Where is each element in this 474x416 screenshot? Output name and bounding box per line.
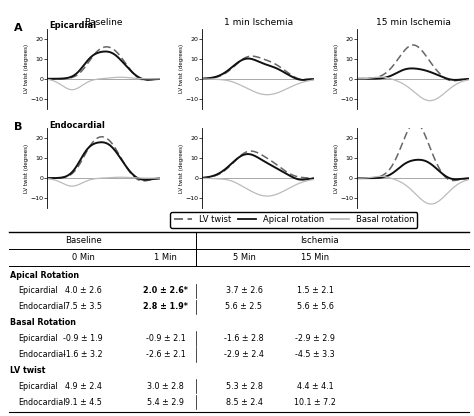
Text: LV twist: LV twist — [10, 366, 46, 375]
Text: 5 Min: 5 Min — [233, 253, 255, 262]
Text: 5.6 ± 2.5: 5.6 ± 2.5 — [226, 302, 263, 311]
Text: 4.4 ± 4.1: 4.4 ± 4.1 — [297, 382, 334, 391]
Text: 5.3 ± 2.8: 5.3 ± 2.8 — [226, 382, 263, 391]
Text: Baseline: Baseline — [64, 236, 101, 245]
Text: -4.5 ± 3.3: -4.5 ± 3.3 — [295, 350, 335, 359]
Text: Epicardial: Epicardial — [18, 334, 57, 343]
Text: 2.8 ± 1.9*: 2.8 ± 1.9* — [143, 302, 188, 311]
Text: Apical Rotation: Apical Rotation — [10, 270, 80, 280]
Text: 15 Min: 15 Min — [301, 253, 329, 262]
Y-axis label: LV twist (degrees): LV twist (degrees) — [334, 45, 338, 94]
Text: -2.9 ± 2.4: -2.9 ± 2.4 — [224, 350, 264, 359]
Text: -1.6 ± 3.2: -1.6 ± 3.2 — [63, 350, 103, 359]
Text: -2.9 ± 2.9: -2.9 ± 2.9 — [295, 334, 335, 343]
Text: 0 Min: 0 Min — [72, 253, 94, 262]
Legend: LV twist, Apical rotation, Basal rotation: LV twist, Apical rotation, Basal rotatio… — [170, 212, 418, 228]
Text: Endocardial: Endocardial — [18, 350, 65, 359]
Text: 5.6 ± 5.6: 5.6 ± 5.6 — [297, 302, 334, 311]
Text: -0.9 ± 1.9: -0.9 ± 1.9 — [63, 334, 103, 343]
Text: 4.9 ± 2.4: 4.9 ± 2.4 — [64, 382, 101, 391]
Text: 7.5 ± 3.5: 7.5 ± 3.5 — [64, 302, 101, 311]
Y-axis label: LV twist (degrees): LV twist (degrees) — [179, 144, 184, 193]
Text: Endocardial: Endocardial — [18, 398, 65, 406]
Title: 15 min Ischemia: 15 min Ischemia — [376, 18, 451, 27]
Y-axis label: LV twist (degrees): LV twist (degrees) — [24, 144, 29, 193]
Title: Baseline: Baseline — [84, 18, 123, 27]
Text: 3.0 ± 2.8: 3.0 ± 2.8 — [147, 382, 184, 391]
Text: B: B — [14, 122, 22, 132]
Text: Basal Rotation: Basal Rotation — [10, 318, 76, 327]
Text: Epicardial: Epicardial — [18, 287, 57, 295]
Text: 1 Min: 1 Min — [155, 253, 177, 262]
Text: 5.4 ± 2.9: 5.4 ± 2.9 — [147, 398, 184, 406]
Text: 2.0 ± 2.6*: 2.0 ± 2.6* — [143, 287, 188, 295]
Y-axis label: LV twist (degrees): LV twist (degrees) — [334, 144, 338, 193]
Text: 10.1 ± 7.2: 10.1 ± 7.2 — [294, 398, 336, 406]
Text: A: A — [14, 23, 22, 33]
Text: -2.6 ± 2.1: -2.6 ± 2.1 — [146, 350, 186, 359]
Text: Epicardial: Epicardial — [50, 21, 97, 30]
Y-axis label: LV twist (degrees): LV twist (degrees) — [179, 45, 184, 94]
Text: Endocardial: Endocardial — [50, 121, 106, 129]
Text: -0.9 ± 2.1: -0.9 ± 2.1 — [146, 334, 186, 343]
Text: 4.0 ± 2.6: 4.0 ± 2.6 — [64, 287, 101, 295]
Text: 1.5 ± 2.1: 1.5 ± 2.1 — [297, 287, 334, 295]
Text: 3.7 ± 2.6: 3.7 ± 2.6 — [226, 287, 263, 295]
Y-axis label: LV twist (degrees): LV twist (degrees) — [24, 45, 29, 94]
Text: -1.6 ± 2.8: -1.6 ± 2.8 — [224, 334, 264, 343]
Text: Ischemia: Ischemia — [301, 236, 339, 245]
Text: 9.1 ± 4.5: 9.1 ± 4.5 — [64, 398, 101, 406]
Text: Epicardial: Epicardial — [18, 382, 57, 391]
Title: 1 min Ischemia: 1 min Ischemia — [224, 18, 293, 27]
Text: 8.5 ± 2.4: 8.5 ± 2.4 — [226, 398, 263, 406]
Text: Endocardial: Endocardial — [18, 302, 65, 311]
